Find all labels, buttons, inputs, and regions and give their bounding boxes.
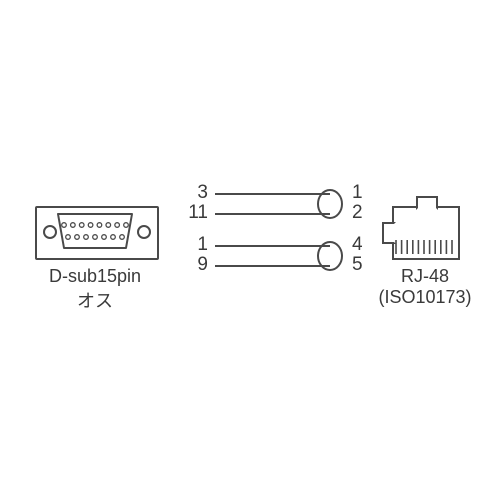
rj48-pin-stripes — [0, 0, 500, 500]
pin-right-1-0: 4 — [352, 234, 363, 256]
pin-left-1-0: 1 — [197, 234, 208, 256]
pin-left-1-1: 9 — [197, 254, 208, 276]
pin-right-1-1: 5 — [352, 254, 363, 276]
pin-left-0-0: 3 — [197, 182, 208, 204]
rj48-label: RJ-48 (ISO10173) — [365, 266, 485, 308]
diagram-stage: D-sub15pin オス RJ-48 (ISO10173) 311121945 — [0, 0, 500, 500]
rj48-label-line2: (ISO10173) — [365, 287, 485, 308]
pin-right-0-0: 1 — [352, 182, 363, 204]
pin-right-0-1: 2 — [352, 202, 363, 224]
pin-left-0-1: 11 — [188, 202, 208, 224]
rj48-label-line1: RJ-48 — [365, 266, 485, 287]
